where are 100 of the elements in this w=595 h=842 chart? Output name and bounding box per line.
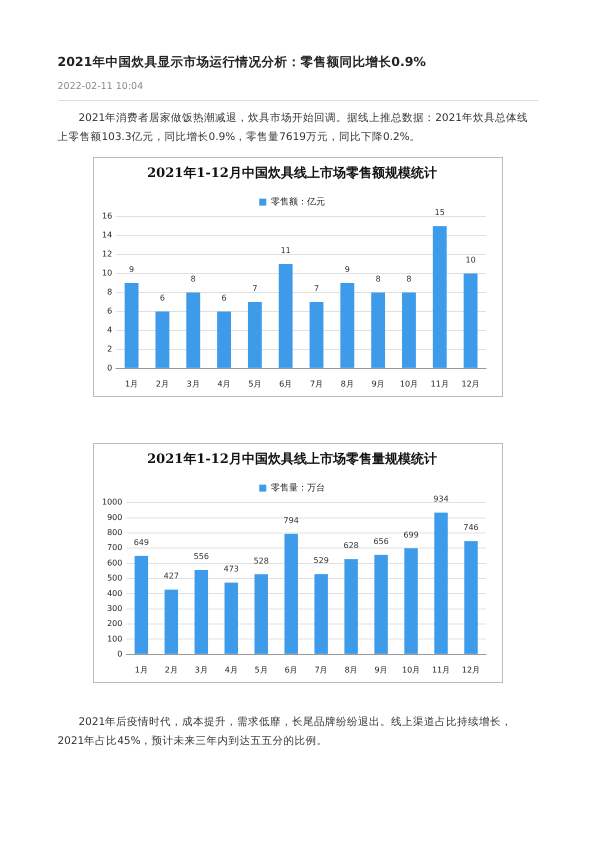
data-label: 699 xyxy=(402,530,418,540)
bar xyxy=(194,570,208,654)
y-tick-label: 0 xyxy=(106,363,112,372)
data-label: 8 xyxy=(375,274,380,284)
bar xyxy=(254,574,268,654)
y-tick-label: 600 xyxy=(106,558,122,568)
bar xyxy=(134,556,148,654)
bar xyxy=(186,292,200,368)
y-tick-label: 1000 xyxy=(102,498,122,507)
x-tick-label: 3月 xyxy=(186,379,200,388)
data-label: 746 xyxy=(462,523,478,532)
x-tick-label: 11月 xyxy=(430,379,448,388)
y-tick-label: 800 xyxy=(106,528,122,538)
y-tick-label: 300 xyxy=(106,604,122,613)
y-tick-label: 900 xyxy=(106,512,122,522)
text: 2021年后疫情时代，成本提升，需求低靡，长尾品牌纷纷退出。线上渠道占比持续增长，2021年占比45%，预计未来三年内到达五五分的比例。 xyxy=(58,715,514,749)
x-tick-label: 9月 xyxy=(371,379,384,388)
text: 2021年中国炊具显示市场运行情况分析：零售额同比增长0.9% xyxy=(58,54,427,71)
legend-label: 零售量：万台 xyxy=(270,482,324,494)
x-tick-label: 10月 xyxy=(401,665,420,674)
x-tick-label: 2月 xyxy=(164,665,178,674)
legend-label: 零售额：亿元 xyxy=(270,196,324,208)
x-tick-label: 3月 xyxy=(194,665,208,674)
bar xyxy=(284,534,298,654)
y-tick-label: 2 xyxy=(106,344,112,354)
bar xyxy=(124,283,138,368)
data-label: 9 xyxy=(344,265,350,274)
bar xyxy=(463,274,478,368)
data-label: 11 xyxy=(280,246,290,256)
x-tick-label: 4月 xyxy=(224,665,238,674)
bar xyxy=(402,292,416,368)
data-label: 649 xyxy=(133,538,148,547)
x-tick-label: 2月 xyxy=(155,379,168,388)
y-tick-label: 10 xyxy=(101,268,112,278)
x-tick-label: 5月 xyxy=(248,379,261,388)
bar xyxy=(309,302,323,368)
data-label: 8 xyxy=(406,274,411,284)
x-tick-label: 6月 xyxy=(284,665,298,674)
data-label: 8 xyxy=(190,274,196,284)
x-tick-label: 1月 xyxy=(124,379,138,388)
x-tick-label: 12月 xyxy=(461,665,480,674)
data-label: 556 xyxy=(193,552,208,562)
bar xyxy=(224,582,238,654)
x-tick-label: 11月 xyxy=(431,665,450,674)
y-tick-label: 200 xyxy=(106,619,122,628)
data-label: 15 xyxy=(434,208,444,218)
bar xyxy=(216,311,230,368)
data-label: 9 xyxy=(128,265,134,274)
bar xyxy=(154,311,169,368)
x-tick-label: 10月 xyxy=(399,379,418,388)
bar xyxy=(164,590,178,654)
y-tick-label: 14 xyxy=(101,230,112,240)
bar xyxy=(314,574,328,654)
data-label: 528 xyxy=(253,556,268,566)
x-tick-label: 12月 xyxy=(460,379,480,388)
x-tick-label: 8月 xyxy=(344,665,358,674)
chart-title: 2021年1-12月中国炊具线上市场零售量规模统计 xyxy=(146,451,436,468)
data-label: 934 xyxy=(432,494,448,504)
text: 2022-02-11 10:04 xyxy=(58,81,538,101)
bar xyxy=(278,264,292,368)
y-tick-label: 16 xyxy=(101,212,112,221)
bar xyxy=(434,512,448,654)
x-tick-label: 5月 xyxy=(254,665,268,674)
data-label: 628 xyxy=(342,541,358,550)
y-tick-label: 4 xyxy=(106,326,112,335)
y-tick-label: 0 xyxy=(116,649,122,658)
bar xyxy=(374,554,388,654)
data-label: 427 xyxy=(163,572,178,581)
bar xyxy=(340,283,354,368)
data-label: 794 xyxy=(283,516,298,525)
x-tick-label: 1月 xyxy=(134,665,148,674)
x-tick-label: 4月 xyxy=(216,379,230,388)
data-label: 656 xyxy=(372,536,388,546)
data-label: 473 xyxy=(223,564,238,574)
y-tick-label: 500 xyxy=(106,574,122,583)
data-label: 7 xyxy=(313,284,319,294)
bar xyxy=(404,548,418,654)
y-tick-label: 700 xyxy=(106,543,122,552)
data-label: 7 xyxy=(252,284,257,294)
y-tick-label: 12 xyxy=(101,250,112,259)
y-tick-label: 8 xyxy=(106,288,112,297)
data-label: 6 xyxy=(220,294,226,303)
bar xyxy=(432,226,446,368)
text: 2021年消费者居家做饭热潮减退，炊具市场开始回调。据线上推总数据：2021年炊具总体线上零售额103.3亿元，同比增长0.9%，零售量7619万元，同比下降0.2%。 xyxy=(58,111,529,145)
y-tick-label: 400 xyxy=(106,588,122,598)
bar xyxy=(247,302,262,368)
x-tick-label: 6月 xyxy=(278,379,292,388)
x-tick-label: 7月 xyxy=(314,665,328,674)
x-tick-label: 8月 xyxy=(340,379,354,388)
bar xyxy=(464,541,478,654)
data-label: 6 xyxy=(159,294,164,303)
data-label: 529 xyxy=(313,556,328,566)
data-label: 10 xyxy=(464,256,476,265)
bar xyxy=(344,559,358,654)
x-tick-label: 7月 xyxy=(309,379,323,388)
chart-title: 2021年1-12月中国炊具线上市场零售额规模统计 xyxy=(146,165,436,182)
y-tick-label: 6 xyxy=(106,306,112,316)
bar xyxy=(370,292,385,368)
x-tick-label: 9月 xyxy=(374,665,388,674)
y-tick-label: 100 xyxy=(106,634,122,644)
